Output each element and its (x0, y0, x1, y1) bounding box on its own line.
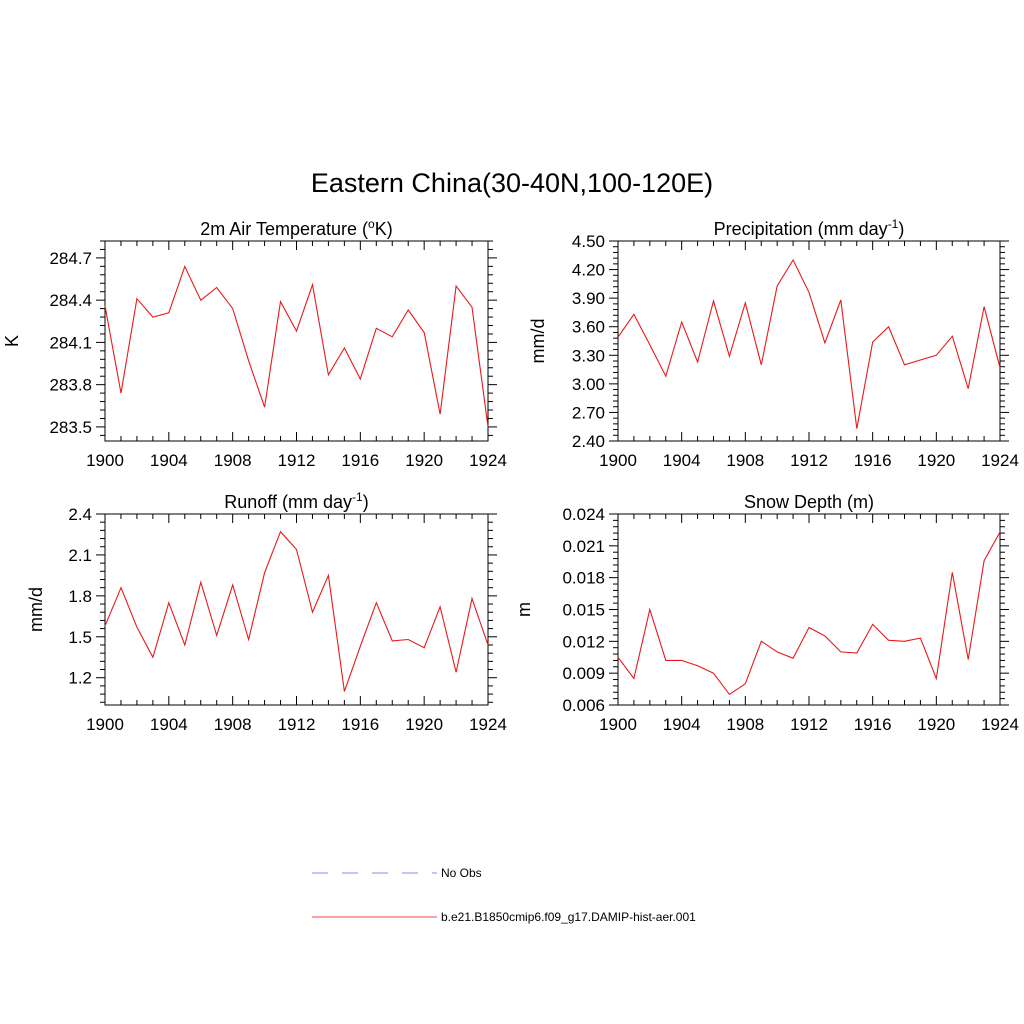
legend: No Obs b.e21.B1850cmip6.f09_g17.DAMIP-his… (312, 866, 696, 924)
x-tick-label: 1920 (917, 451, 955, 470)
panel-title-after: ) (898, 219, 904, 239)
x-tick-label: 1920 (405, 715, 443, 734)
y-axis-label: K (2, 335, 22, 347)
plot-frame (104, 513, 489, 706)
x-tick-label: 1904 (663, 715, 701, 734)
x-tick-label: 1916 (854, 451, 892, 470)
x-tick-label: 1900 (86, 715, 124, 734)
panel-title: Runoff (mm day-1) (224, 490, 368, 512)
panel-title-after: ) (363, 492, 369, 512)
x-tick-label: 1920 (917, 715, 955, 734)
plot-frame (104, 240, 489, 442)
y-tick-label: 283.8 (49, 376, 92, 395)
series-line (104, 264, 489, 427)
x-tick-label: 1908 (726, 451, 764, 470)
x-tick-label: 1904 (663, 451, 701, 470)
x-tick-label: 1904 (150, 715, 188, 734)
panel-title: Snow Depth (m) (744, 492, 874, 512)
y-tick-label: 2.40 (572, 432, 605, 451)
y-tick-label: 284.4 (49, 291, 92, 310)
y-tick-label: 2.4 (68, 505, 92, 524)
series-line (104, 530, 489, 692)
panel-title-sup: o (368, 217, 375, 231)
y-tick-label: 2.1 (68, 546, 92, 565)
series-line (617, 258, 1001, 429)
x-tick-label: 1912 (790, 715, 828, 734)
x-tick-label: 1916 (854, 715, 892, 734)
x-tick-label: 1908 (214, 451, 252, 470)
legend-label-1: No Obs (441, 866, 482, 880)
y-tick-label: 0.006 (562, 696, 605, 715)
x-tick-label: 1904 (150, 451, 188, 470)
panel-title-main: Precipitation (mm day (714, 219, 888, 239)
y-tick-label: 284.1 (49, 333, 92, 352)
y-tick-label: 3.30 (572, 346, 605, 365)
y-tick-label: 284.7 (49, 249, 92, 268)
panel-1: 2m Air Temperature (oK) 1900 1904 1908 1912 1… (2, 217, 507, 470)
x-tick-label: 1912 (278, 451, 316, 470)
x-tick-label: 1900 (86, 451, 124, 470)
panel-title: Precipitation (mm day-1) (714, 217, 905, 239)
y-axis-label: mm/d (26, 587, 46, 632)
y-tick-label: 4.50 (572, 232, 605, 251)
legend-label-2: b.e21.B1850cmip6.f09_g17.DAMIP-hist-aer.… (441, 910, 696, 924)
x-tick-label: 1924 (981, 715, 1019, 734)
panel-title-sup: -1 (888, 217, 899, 231)
y-tick-label: 3.90 (572, 289, 605, 308)
y-tick-label: 0.024 (562, 505, 605, 524)
panel-title-sup: -1 (352, 490, 363, 504)
y-tick-label: 3.00 (572, 375, 605, 394)
y-tick-label: 0.021 (562, 537, 605, 556)
x-tick-label: 1916 (341, 451, 379, 470)
x-tick-label: 1908 (726, 715, 764, 734)
panel-title-after: K) (375, 219, 393, 239)
x-tick-label: 1916 (341, 715, 379, 734)
y-axis-label: m (514, 602, 534, 617)
x-tick-label: 1924 (981, 451, 1019, 470)
plot-frame (617, 240, 1001, 442)
panel-4: Snow Depth (m) 1900 1904 1908 1912 1916 1920 19… (514, 492, 1019, 734)
y-tick-label: 1.2 (68, 669, 92, 688)
y-tick-label: 283.5 (49, 418, 92, 437)
panel-title-main: Runoff (mm day (224, 492, 352, 512)
y-tick-label: 0.009 (562, 664, 605, 683)
x-tick-label: 1924 (469, 451, 507, 470)
plot-frame (617, 513, 1001, 706)
y-tick-label: 1.5 (68, 628, 92, 647)
y-tick-label: 0.018 (562, 569, 605, 588)
panel-title: 2m Air Temperature (oK) (200, 217, 392, 239)
series-line (617, 531, 1001, 696)
y-tick-label: 1.8 (68, 587, 92, 606)
panel-3: Runoff (mm day-1) 1900 1904 1908 1912 1916 192… (26, 490, 507, 734)
x-tick-label: 1908 (214, 715, 252, 734)
y-tick-label: 2.70 (572, 403, 605, 422)
x-tick-label: 1900 (599, 715, 637, 734)
x-tick-label: 1924 (469, 715, 507, 734)
x-tick-label: 1900 (599, 451, 637, 470)
x-tick-label: 1912 (790, 451, 828, 470)
y-tick-label: 4.20 (572, 261, 605, 280)
y-tick-label: 0.015 (562, 601, 605, 620)
x-tick-label: 1920 (405, 451, 443, 470)
x-tick-label: 1912 (278, 715, 316, 734)
panel-title-main: 2m Air Temperature ( (200, 219, 368, 239)
y-axis-label: mm/d (528, 319, 548, 364)
y-tick-label: 3.60 (572, 318, 605, 337)
panel-title-main: Snow Depth (m) (744, 492, 874, 512)
panel-2: Precipitation (mm day-1) 1900 1904 1908 1912… (528, 217, 1019, 470)
main-title: Eastern China(30-40N,100-120E) (310, 168, 714, 198)
y-tick-label: 0.012 (562, 632, 605, 651)
